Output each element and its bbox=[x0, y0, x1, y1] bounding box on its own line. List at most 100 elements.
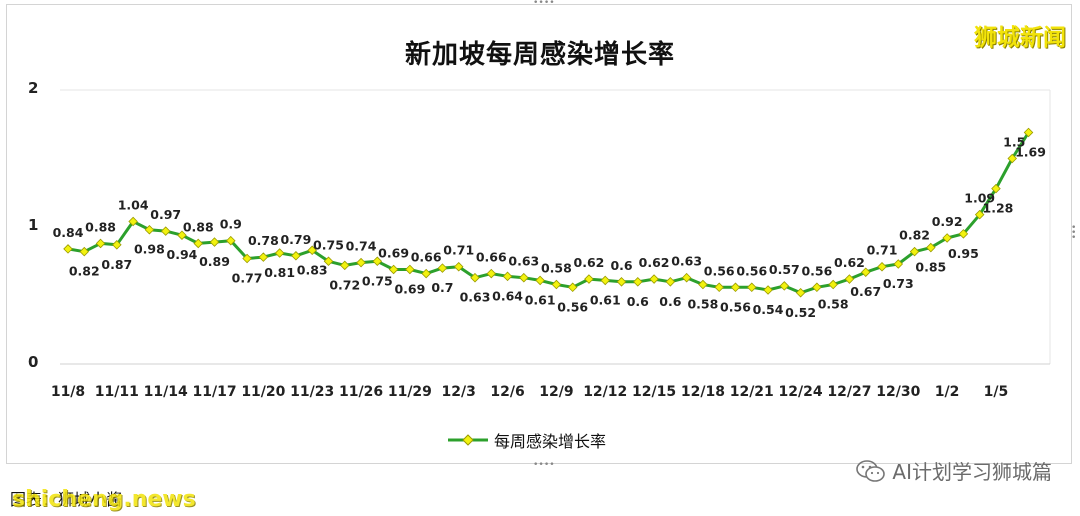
data-point[interactable] bbox=[128, 216, 138, 227]
data-point[interactable] bbox=[291, 251, 301, 261]
data-point[interactable] bbox=[698, 279, 708, 290]
data-label: 1.28 bbox=[983, 201, 1014, 216]
data-point[interactable] bbox=[405, 264, 415, 275]
data-point[interactable] bbox=[95, 238, 106, 249]
data-point[interactable] bbox=[144, 224, 155, 235]
data-point[interactable] bbox=[193, 238, 204, 249]
data-point[interactable] bbox=[486, 268, 497, 279]
data-point[interactable] bbox=[665, 277, 676, 287]
x-tick-label: 11/23 bbox=[290, 384, 335, 400]
data-label: 0.98 bbox=[134, 242, 165, 257]
data-label: 0.56 bbox=[736, 263, 767, 278]
data-point[interactable] bbox=[1007, 153, 1018, 164]
data-point[interactable] bbox=[79, 246, 90, 257]
data-point[interactable] bbox=[470, 272, 480, 283]
data-label: 0.84 bbox=[53, 225, 84, 240]
data-point[interactable] bbox=[926, 242, 936, 253]
data-point[interactable] bbox=[209, 237, 220, 247]
data-label: 0.63 bbox=[508, 254, 539, 269]
data-point[interactable] bbox=[958, 229, 969, 239]
data-point[interactable] bbox=[828, 279, 838, 290]
data-point[interactable] bbox=[909, 246, 920, 257]
data-point[interactable] bbox=[681, 272, 692, 283]
x-tick-label: 11/29 bbox=[387, 384, 432, 400]
data-point[interactable] bbox=[991, 183, 1001, 194]
data-label: 1.09 bbox=[964, 191, 995, 206]
data-point[interactable] bbox=[844, 274, 855, 284]
data-label: 0.67 bbox=[850, 284, 881, 299]
data-point[interactable] bbox=[323, 256, 334, 267]
data-label: 1.5 bbox=[1003, 135, 1025, 150]
data-point[interactable] bbox=[421, 268, 431, 279]
data-label: 0.6 bbox=[610, 258, 632, 273]
data-label: 0.56 bbox=[557, 299, 588, 314]
data-point[interactable] bbox=[649, 274, 659, 284]
resize-handle-top[interactable]: •••• bbox=[533, 0, 555, 8]
data-point[interactable] bbox=[177, 230, 187, 240]
data-point[interactable] bbox=[307, 245, 317, 256]
data-point[interactable] bbox=[63, 244, 73, 254]
data-point[interactable] bbox=[453, 261, 464, 272]
data-point[interactable] bbox=[730, 282, 741, 293]
data-label: 0.92 bbox=[932, 214, 963, 229]
data-label: 0.61 bbox=[590, 292, 621, 307]
data-label: 0.85 bbox=[915, 260, 946, 275]
data-point[interactable] bbox=[584, 274, 594, 284]
resize-handle-right[interactable]: • • • bbox=[1071, 223, 1077, 243]
data-label: 0.7 bbox=[431, 280, 453, 295]
data-label: 0.9 bbox=[220, 217, 242, 232]
data-point[interactable] bbox=[242, 253, 252, 264]
legend[interactable]: 每周感染增长率 bbox=[448, 428, 606, 452]
data-point[interactable] bbox=[502, 271, 513, 282]
data-label: 0.89 bbox=[199, 254, 230, 269]
data-point[interactable] bbox=[258, 252, 269, 262]
data-point[interactable] bbox=[633, 277, 643, 287]
x-tick-label: 12/18 bbox=[680, 384, 725, 400]
data-point[interactable] bbox=[551, 279, 562, 290]
data-label: 0.95 bbox=[948, 246, 979, 261]
data-label: 0.97 bbox=[150, 207, 181, 222]
data-label: 0.56 bbox=[801, 263, 832, 278]
site-watermark: shicheng.news bbox=[12, 487, 196, 512]
data-point[interactable] bbox=[942, 233, 952, 243]
data-label: 0.71 bbox=[867, 243, 898, 258]
data-point[interactable] bbox=[160, 226, 171, 236]
data-point[interactable] bbox=[226, 235, 236, 246]
series-layer bbox=[63, 127, 1034, 298]
data-point[interactable] bbox=[779, 281, 790, 291]
brand-logo: 狮城新闻 bbox=[974, 25, 1066, 51]
x-tick-label: 12/3 bbox=[441, 384, 476, 400]
data-point[interactable] bbox=[339, 260, 350, 271]
data-point[interactable] bbox=[812, 282, 822, 293]
data-point[interactable] bbox=[893, 259, 904, 269]
data-point[interactable] bbox=[714, 282, 724, 293]
data-point[interactable] bbox=[274, 248, 285, 258]
data-point[interactable] bbox=[763, 285, 773, 295]
data-point[interactable] bbox=[388, 264, 399, 275]
data-point[interactable] bbox=[746, 282, 757, 293]
data-label: 1.04 bbox=[118, 198, 149, 213]
data-point[interactable] bbox=[535, 275, 545, 286]
data-point[interactable] bbox=[567, 282, 578, 293]
data-point[interactable] bbox=[356, 257, 366, 268]
data-point[interactable] bbox=[974, 209, 985, 220]
data-label: 0.66 bbox=[411, 250, 442, 265]
data-label: 0.77 bbox=[232, 271, 263, 286]
data-point[interactable] bbox=[519, 272, 529, 283]
resize-handle-bottom[interactable]: •••• bbox=[533, 460, 555, 470]
x-tick-label: 11/20 bbox=[241, 384, 286, 400]
data-point[interactable] bbox=[795, 287, 806, 298]
data-point[interactable] bbox=[1023, 127, 1034, 138]
data-point[interactable] bbox=[437, 263, 448, 273]
data-point[interactable] bbox=[372, 256, 383, 267]
data-point[interactable] bbox=[600, 275, 611, 286]
data-label: 0.63 bbox=[460, 290, 491, 305]
x-tick-label: 11/14 bbox=[143, 384, 188, 400]
data-point[interactable] bbox=[877, 261, 887, 272]
x-tick-label: 12/27 bbox=[827, 384, 872, 400]
data-point[interactable] bbox=[860, 267, 871, 277]
data-point[interactable] bbox=[112, 240, 122, 250]
data-point[interactable] bbox=[616, 277, 627, 287]
x-tick-label: 11/8 bbox=[50, 384, 86, 400]
x-tick-label: 11/11 bbox=[94, 384, 139, 400]
